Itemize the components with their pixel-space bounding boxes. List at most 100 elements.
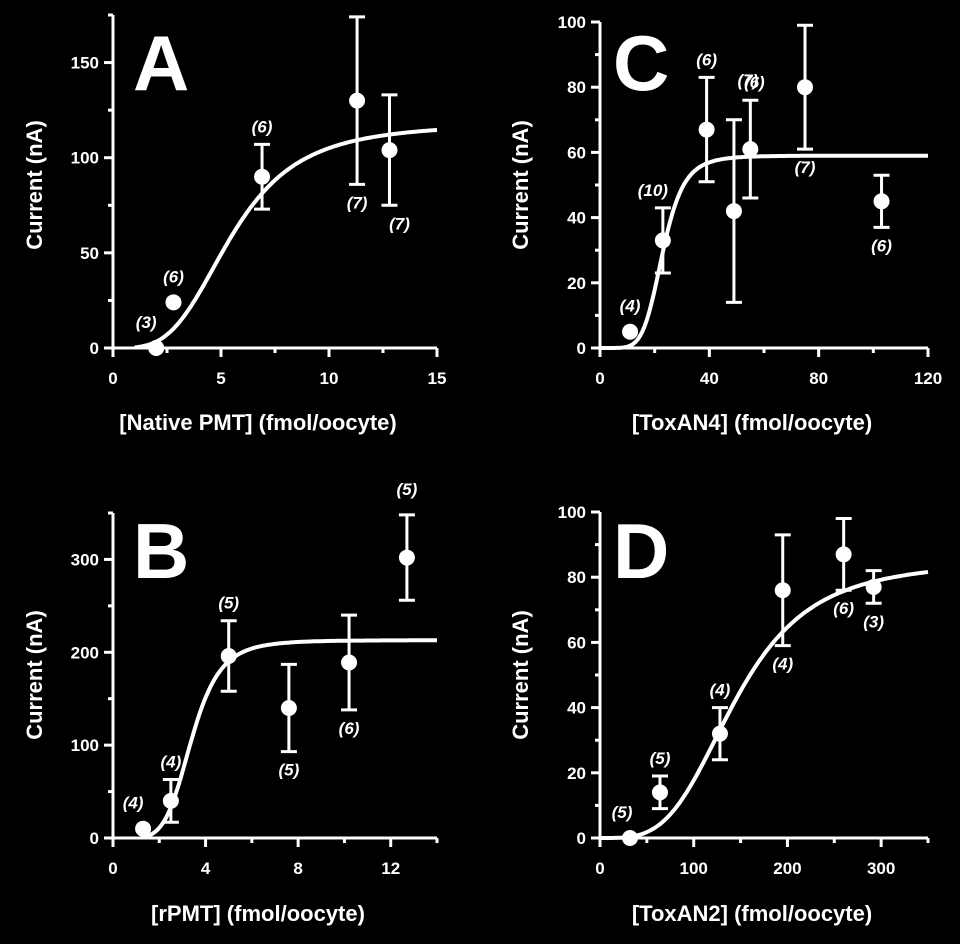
panel-d-y-tick-label: 100 (558, 503, 586, 522)
panel-c-y-tick-label: 40 (567, 209, 586, 228)
panel-d-x-tick-label: 300 (867, 859, 895, 878)
panel-d-data-point (835, 546, 852, 563)
panel-d-y-tick-label: 0 (577, 829, 586, 848)
panel-c-y-tick-label: 100 (558, 13, 586, 32)
panel-a-x-axis-title: [Native PMT] (fmol/oocyte) (119, 410, 396, 435)
panel-d-y-tick-label: 20 (567, 764, 586, 783)
panel-c-data-point (654, 232, 671, 249)
panel-d-data-point (651, 784, 668, 801)
panel-a-x-tick-label: 10 (320, 369, 339, 388)
panel-a-data-point (349, 92, 366, 109)
panel-d-data-point (774, 582, 791, 599)
panel-d-x-tick-label: 100 (680, 859, 708, 878)
panel-a: A [Native PMT] (fmol/oocyte) Current (nA… (22, 13, 447, 435)
panel-d-data-point (711, 725, 728, 742)
panel-b-data-point (135, 820, 152, 837)
panel-c-data-point (622, 323, 639, 340)
panel-d-x-tick-label: 200 (773, 859, 801, 878)
panel-c-x-tick-label: 120 (914, 369, 942, 388)
panel-c-y-axis-title: Current (nA) (508, 120, 533, 250)
panel-d-letter: D (613, 507, 669, 595)
panel-c-y-tick-label: 0 (577, 339, 586, 358)
panel-a-fit-curve (134, 128, 438, 350)
panel-b-data-point (280, 700, 297, 716)
panel-a-n-label: (7) (389, 214, 410, 233)
panel-b-n-label: (4) (123, 794, 144, 813)
panel-b-letter: B (133, 507, 189, 595)
panel-b-n-label: (5) (218, 594, 239, 613)
panel-a-x-tick-label: 15 (428, 369, 447, 388)
panel-c-y-tick-label: 80 (567, 78, 586, 97)
panel-c-x-tick-label: 0 (595, 369, 604, 388)
panel-b-data-point (398, 549, 415, 566)
panel-d-n-label: (4) (772, 655, 793, 674)
panel-c-n-label: (6) (696, 50, 717, 69)
panel-c-n-label: (6) (744, 73, 765, 92)
panel-c-data-point (873, 193, 890, 210)
panel-d-n-label: (5) (612, 803, 633, 822)
panel-b-x-tick-label: 4 (201, 859, 211, 878)
panel-b-n-label: (5) (397, 480, 418, 499)
panel-c-letter: C (613, 19, 669, 107)
panel-c-x-axis-title: [ToxAN4] (fmol/oocyte) (632, 410, 872, 435)
panel-c-data-point (698, 121, 715, 138)
panel-c-n-label: (4) (620, 297, 641, 316)
panel-c-n-label: (6) (871, 236, 892, 255)
panel-a-y-tick-label: 100 (71, 149, 99, 168)
panel-a-x-tick-label: 0 (108, 369, 117, 388)
panel-a-letter: A (133, 19, 189, 107)
panel-a-data-point (148, 340, 165, 356)
panel-a-data-point (381, 142, 398, 159)
panel-b-data-point (341, 654, 358, 671)
panel-c-x-tick-label: 80 (809, 369, 828, 388)
panel-d-n-label: (6) (833, 599, 854, 618)
panel-c-data-point (797, 79, 813, 96)
panel-d-n-label: (3) (863, 612, 884, 631)
panel-c-x-tick-label: 40 (700, 369, 719, 388)
panel-a-x-tick-label: 5 (216, 369, 225, 388)
panel-b-fit-curve (140, 638, 437, 840)
panel-b-y-tick-label: 300 (71, 550, 99, 569)
panel-b-n-label: (5) (278, 761, 299, 780)
panel-b-y-tick-label: 100 (71, 736, 99, 755)
panel-b-x-tick-label: 8 (293, 859, 302, 878)
panel-c-data-point (725, 203, 742, 220)
panel-a-n-label: (3) (136, 313, 157, 332)
panel-c-fit-curve (600, 153, 928, 350)
panel-b-x-axis-title: [rPMT] (fmol/oocyte) (151, 901, 365, 926)
panel-a-data-point (165, 294, 182, 311)
panel-b-n-label: (6) (339, 719, 360, 738)
panel-d-data-point (621, 830, 638, 846)
panel-b-data-point (220, 648, 237, 664)
panel-c-y-tick-label: 60 (567, 143, 586, 162)
panel-d-y-tick-label: 40 (567, 699, 586, 718)
panel-b-x-tick-label: 0 (108, 859, 117, 878)
panel-a-y-axis-title: Current (nA) (22, 120, 47, 250)
panel-c-n-label: (7) (738, 71, 759, 90)
panel-a-y-tick-label: 50 (80, 244, 99, 263)
panel-d-x-axis-title: [ToxAN2] (fmol/oocyte) (632, 901, 872, 926)
panel-d-y-tick-label: 60 (567, 633, 586, 652)
panel-b-y-tick-label: 0 (90, 829, 99, 848)
panel-d-data-point (865, 578, 882, 595)
panel-d: D [ToxAN2] (fmol/oocyte) Current (nA) 0 1… (508, 503, 930, 926)
panel-b-y-tick-label: 200 (71, 643, 99, 662)
panel-c-y-tick-label: 20 (567, 274, 586, 293)
panel-b-data-point (162, 792, 179, 809)
panel-c: C [ToxAN4] (fmol/oocyte) Current (nA) 0 4… (508, 13, 942, 435)
panel-c-n-label: (7) (795, 158, 816, 177)
panel-a-n-label: (7) (347, 193, 368, 212)
panel-c-data-point (742, 141, 759, 158)
panel-d-y-axis-title: Current (nA) (508, 610, 533, 740)
panel-c-n-label: (10) (638, 181, 669, 200)
panel-d-n-label: (4) (710, 681, 731, 700)
panel-a-data-point (254, 168, 271, 185)
panel-b: B [rPMT] (fmol/oocyte) Current (nA) 0 4 8 1… (22, 480, 439, 926)
panel-a-n-label: (6) (163, 267, 184, 286)
panel-a-n-label: (6) (252, 117, 273, 136)
panel-b-x-tick-label: 12 (381, 859, 400, 878)
panel-d-y-tick-label: 80 (567, 568, 586, 587)
panel-d-n-label: (5) (650, 749, 671, 768)
